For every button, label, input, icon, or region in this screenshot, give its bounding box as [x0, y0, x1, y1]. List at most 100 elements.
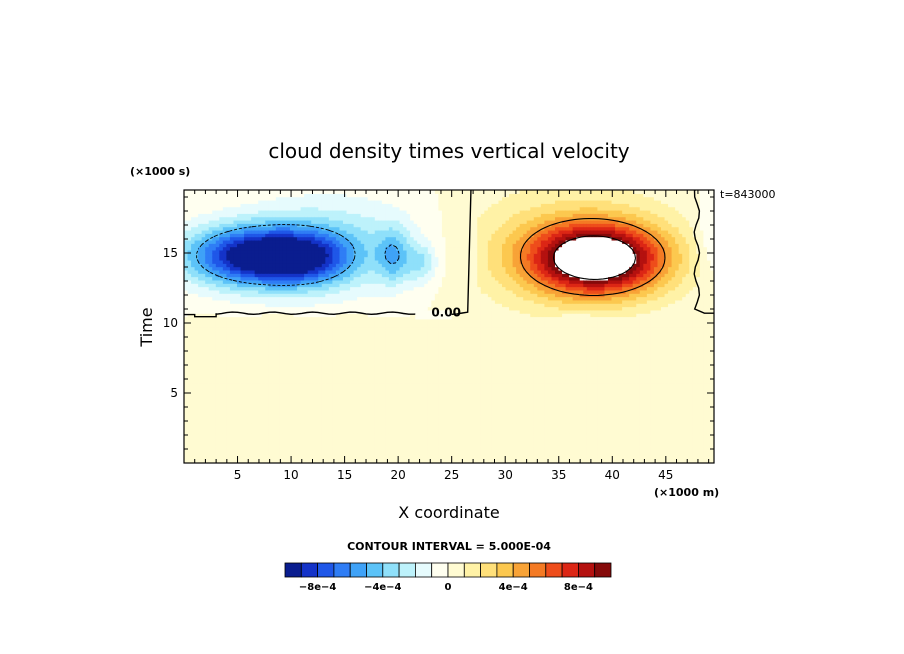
field-cell: [208, 343, 213, 348]
field-cell: [343, 433, 348, 437]
field-cell: [261, 406, 266, 411]
field-cell: [343, 256, 348, 261]
field-cell: [311, 249, 316, 254]
field-cell: [251, 359, 256, 364]
field-cell: [371, 453, 376, 457]
field-cell: [237, 453, 242, 457]
field-cell: [272, 403, 277, 407]
field-cell: [184, 439, 189, 444]
field-cell: [314, 406, 319, 411]
field-cell: [251, 296, 256, 301]
field-cell: [328, 353, 333, 358]
field-cell: [360, 386, 365, 391]
field-cell: [279, 383, 284, 388]
field-cell: [261, 256, 266, 261]
field-cell: [208, 199, 213, 204]
field-cell: [282, 249, 288, 254]
field-cell: [268, 433, 273, 437]
field-cell: [325, 456, 330, 461]
field-cell: [240, 256, 245, 261]
field-cell: [229, 199, 235, 204]
field-cell: [215, 393, 220, 398]
field-cell: [290, 269, 295, 274]
field-cell: [328, 323, 333, 328]
field-cell: [367, 246, 372, 251]
field-cell: [251, 443, 256, 447]
field-cell: [388, 306, 394, 311]
field-cell: [219, 219, 224, 224]
field-cell: [300, 196, 305, 201]
field-cell: [240, 226, 245, 231]
field-cell: [381, 283, 386, 288]
field-cell: [265, 379, 270, 384]
field-cell: [381, 389, 386, 394]
field-cell: [201, 433, 206, 437]
field-cell: [251, 266, 256, 271]
field-cell: [247, 399, 252, 404]
field-cell: [290, 353, 295, 358]
field-cell: [194, 459, 199, 463]
field-cell: [328, 226, 333, 231]
field-cell: [388, 439, 394, 444]
field-cell: [378, 419, 383, 424]
field-cell: [272, 343, 277, 348]
field-cell: [392, 339, 397, 344]
field-cell: [314, 233, 319, 238]
field-cell: [261, 366, 266, 371]
field-cell: [396, 256, 401, 261]
field-cell: [314, 346, 319, 351]
field-cell: [194, 269, 199, 274]
field-cell: [364, 286, 369, 291]
field-cell: [335, 413, 341, 417]
field-cell: [304, 326, 309, 331]
field-cell: [240, 416, 245, 421]
field-cell: [297, 349, 302, 354]
field-cell: [297, 423, 302, 427]
field-cell: [297, 303, 302, 308]
field-cell: [244, 306, 249, 311]
field-cell: [357, 413, 362, 417]
field-cell: [212, 223, 217, 228]
field-cell: [321, 349, 326, 354]
field-cell: [198, 273, 203, 278]
field-cell: [318, 219, 323, 224]
field-cell: [205, 433, 210, 437]
field-cell: [244, 256, 249, 261]
field-cell: [286, 363, 291, 368]
field-cell: [388, 279, 394, 284]
field-cell: [272, 313, 277, 318]
field-cell: [240, 239, 245, 244]
field-cell: [208, 273, 213, 278]
field-cell: [328, 229, 333, 234]
field-cell: [374, 436, 379, 441]
field-cell: [222, 399, 227, 404]
field-cell: [343, 346, 348, 351]
field-cell: [360, 216, 365, 221]
field-cell: [187, 190, 192, 194]
field-cell: [251, 316, 256, 321]
field-cell: [208, 416, 213, 421]
field-cell: [367, 329, 372, 334]
field-cell: [198, 263, 203, 268]
field-cell: [226, 346, 231, 351]
field-cell: [385, 263, 390, 268]
field-cell: [360, 439, 365, 444]
field-cell: [272, 293, 277, 298]
field-cell: [293, 339, 298, 344]
field-cell: [194, 369, 199, 374]
field-cell: [222, 339, 227, 344]
field-cell: [374, 379, 379, 384]
field-cell: [314, 303, 319, 308]
field-cell: [304, 219, 309, 224]
field-cell: [208, 239, 213, 244]
field-cell: [318, 433, 323, 437]
field-cell: [378, 429, 383, 434]
field-cell: [251, 313, 256, 318]
field-cell: [300, 299, 305, 304]
field-cell: [350, 396, 355, 401]
field-cell: [290, 303, 295, 308]
field-cell: [212, 379, 217, 384]
field-cell: [325, 190, 330, 194]
field-cell: [378, 409, 383, 414]
field-cell: [247, 446, 252, 451]
